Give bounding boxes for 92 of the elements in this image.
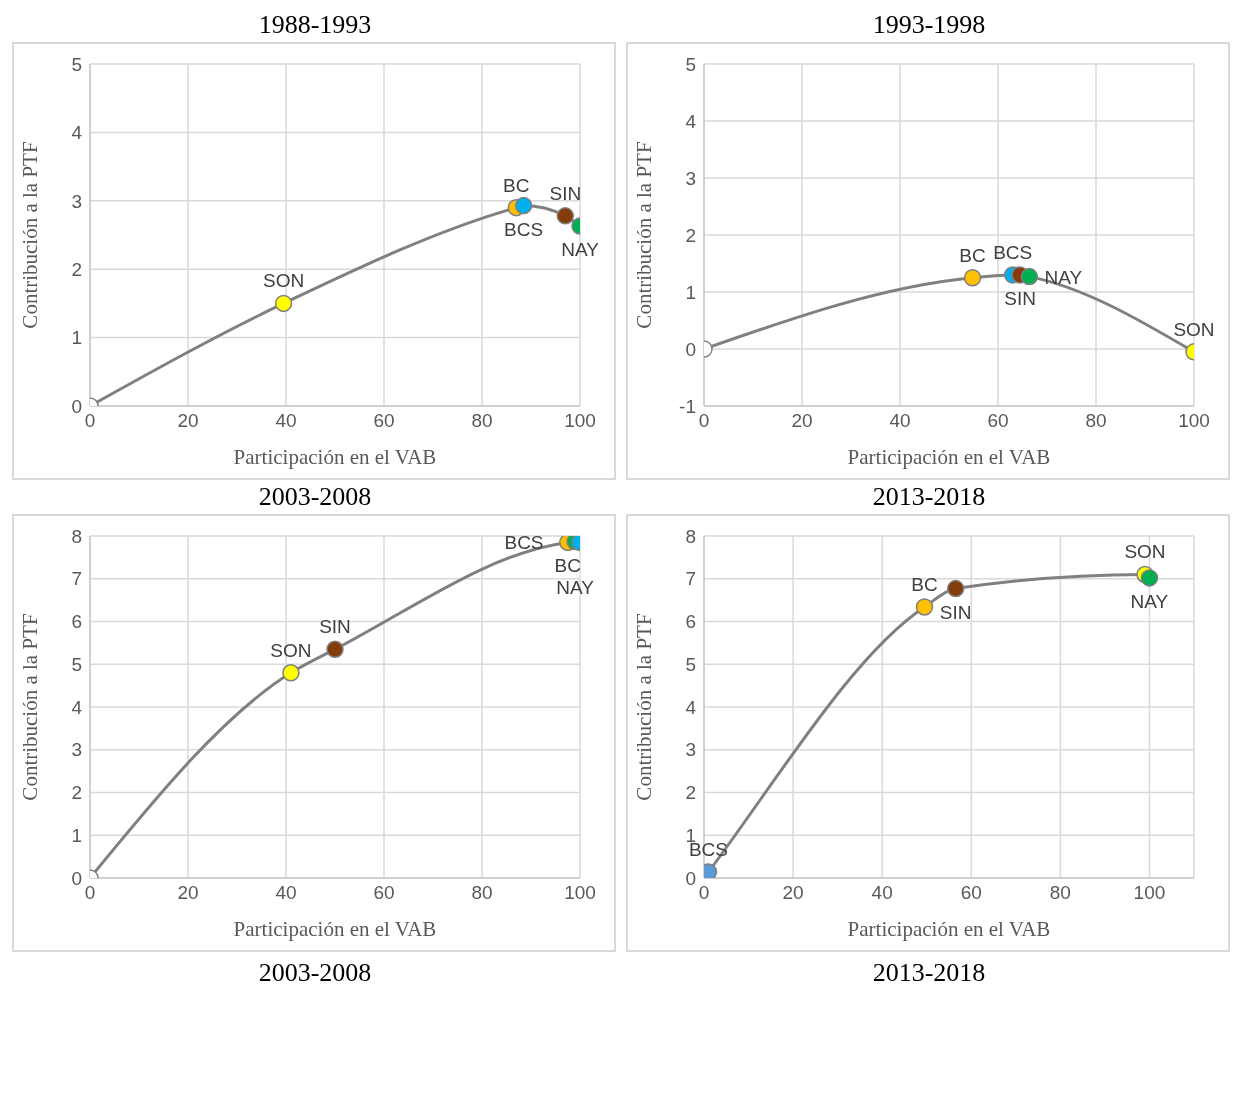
y-tick-label: 2 bbox=[71, 782, 82, 804]
y-tick-label: 4 bbox=[71, 696, 83, 718]
x-tick-label: 60 bbox=[987, 410, 1009, 432]
x-tick-label: 60 bbox=[960, 882, 982, 904]
point bbox=[1020, 267, 1039, 286]
x-tick-label: 60 bbox=[373, 410, 395, 432]
y-tick-label: 0 bbox=[71, 867, 82, 889]
x-tick-label: 40 bbox=[871, 882, 893, 904]
y-tick-label: 3 bbox=[685, 739, 696, 761]
annotation: BCS bbox=[993, 241, 1033, 263]
y-tick-label: 5 bbox=[71, 653, 82, 675]
x-tick-label: 100 bbox=[564, 410, 596, 432]
chart-title: 1988-1993 bbox=[257, 9, 373, 41]
y-tick-label: 2 bbox=[685, 224, 696, 246]
annotation: SIN bbox=[549, 182, 582, 204]
annotation: BCS bbox=[504, 532, 544, 554]
y-tick-label: 0 bbox=[685, 338, 696, 360]
x-axis-title: Participación en el VAB bbox=[233, 917, 437, 941]
y-tick-label: 4 bbox=[71, 122, 83, 144]
x-tick-label: 80 bbox=[471, 882, 493, 904]
y-tick-label: 6 bbox=[685, 611, 696, 633]
x-tick-label: 100 bbox=[1178, 410, 1210, 432]
y-tick-label: 4 bbox=[685, 110, 697, 132]
annotation: NAY bbox=[1130, 590, 1169, 612]
y-tick-label: 3 bbox=[685, 167, 696, 189]
annotation: NAY bbox=[561, 239, 600, 261]
point bbox=[915, 598, 934, 616]
point bbox=[963, 269, 982, 287]
x-tick-label: 40 bbox=[275, 882, 297, 904]
annotation: NAY bbox=[1044, 266, 1083, 288]
y-tick-label: 4 bbox=[685, 696, 697, 718]
y-tick-label: 3 bbox=[71, 739, 82, 761]
annotation: SIN bbox=[1004, 287, 1036, 309]
y-axis-title: Contribución a la PTF bbox=[18, 613, 43, 801]
y-tick-label: 7 bbox=[685, 568, 696, 590]
y-tick-label: 7 bbox=[71, 568, 82, 590]
point bbox=[1140, 569, 1159, 587]
x-axis-title: Participación en el VAB bbox=[847, 917, 1051, 941]
x-tick-label: 20 bbox=[177, 410, 199, 432]
y-tick-label: 1 bbox=[71, 327, 82, 349]
point bbox=[556, 207, 575, 225]
y-tick-label: 1 bbox=[71, 824, 82, 846]
y-tick-label: 5 bbox=[71, 53, 82, 75]
x-tick-label: 60 bbox=[373, 882, 395, 904]
x-tick-label: 20 bbox=[791, 410, 813, 432]
x-axis-title: Participación en el VAB bbox=[847, 445, 1051, 469]
text: 2013-2018 bbox=[871, 958, 987, 988]
annotation: SIN bbox=[939, 601, 972, 623]
text: 2003-2008 bbox=[257, 958, 373, 988]
point bbox=[282, 664, 300, 682]
y-tick-label: 1 bbox=[685, 281, 696, 303]
y-tick-label: 0 bbox=[685, 867, 696, 889]
y-tick-label: 5 bbox=[685, 53, 696, 75]
y-axis-title: Contribución a la PTF bbox=[632, 613, 657, 801]
annotation: BC bbox=[503, 174, 530, 196]
annotation: SIN bbox=[319, 616, 351, 638]
annotation: SON bbox=[1124, 541, 1166, 563]
y-axis-title: Contribución a la PTF bbox=[18, 141, 43, 329]
point bbox=[326, 640, 344, 659]
x-tick-label: 80 bbox=[471, 410, 493, 432]
annotation: SON bbox=[262, 270, 305, 292]
point bbox=[514, 196, 533, 215]
y-axis-title: Contribución a la PTF bbox=[632, 141, 657, 329]
annotation: SON bbox=[270, 639, 312, 661]
y-tick-label: 8 bbox=[71, 525, 82, 547]
y-tick-label: 0 bbox=[71, 395, 82, 417]
chart-title: 1993-1998 bbox=[871, 9, 987, 41]
point bbox=[946, 579, 965, 598]
x-tick-label: 40 bbox=[889, 410, 911, 432]
chart-title: 2013-2018 bbox=[871, 481, 987, 513]
chart-title: 2003-2008 bbox=[257, 481, 373, 513]
x-tick-label: 80 bbox=[1049, 882, 1071, 904]
y-tick-label: 5 bbox=[685, 653, 696, 675]
x-tick-label: 80 bbox=[1085, 410, 1107, 432]
annotation: BCS bbox=[504, 218, 544, 240]
x-tick-label: 40 bbox=[275, 410, 297, 432]
x-tick-label: 20 bbox=[177, 882, 199, 904]
y-tick-label: 3 bbox=[71, 190, 82, 212]
y-tick-label: -1 bbox=[679, 395, 696, 417]
annotation: BC bbox=[911, 573, 938, 595]
annotation: SON bbox=[1173, 318, 1215, 340]
y-tick-label: 2 bbox=[71, 258, 82, 280]
annotation: NAY bbox=[556, 576, 595, 598]
y-tick-label: 2 bbox=[685, 782, 696, 804]
x-axis-title: Participación en el VAB bbox=[233, 445, 437, 469]
y-tick-label: 8 bbox=[685, 525, 696, 547]
annotation: BC bbox=[554, 555, 581, 577]
x-tick-label: 100 bbox=[564, 882, 596, 904]
y-tick-label: 6 bbox=[71, 611, 82, 633]
annotation: BC bbox=[959, 244, 986, 266]
x-tick-label: 100 bbox=[1133, 882, 1166, 904]
x-tick-label: 20 bbox=[782, 882, 804, 904]
